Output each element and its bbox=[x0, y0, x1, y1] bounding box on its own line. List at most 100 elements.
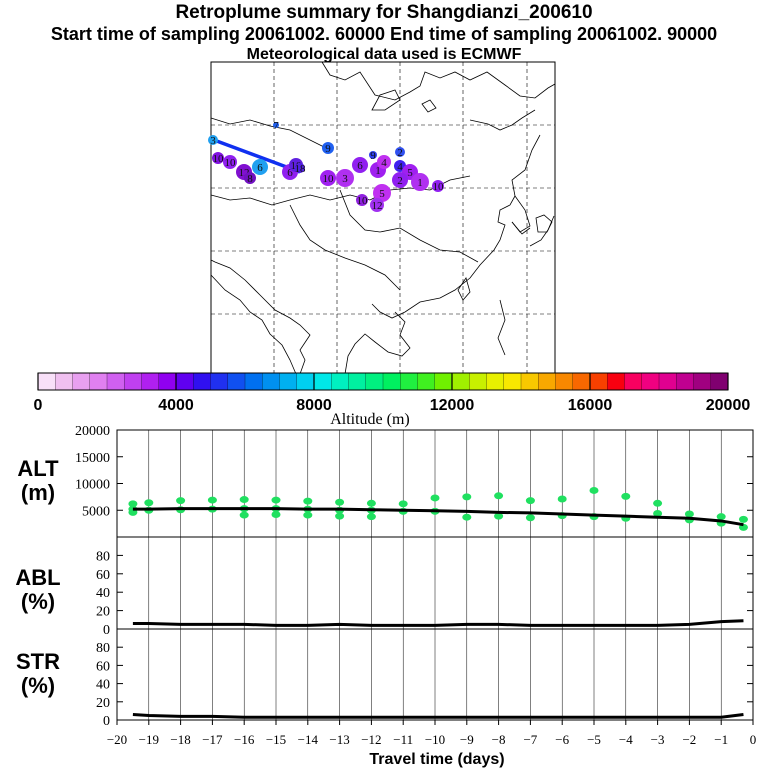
str-panel-y-tick-label: 20 bbox=[96, 696, 110, 711]
colorbar-swatch bbox=[262, 373, 280, 390]
cluster-label: 18 bbox=[295, 163, 307, 175]
colorbar-swatch bbox=[538, 373, 556, 390]
alt-panel-y-tick-label: 10000 bbox=[75, 478, 110, 493]
colorbar-swatch bbox=[331, 373, 349, 390]
str-panel-y-tick-label: 40 bbox=[96, 678, 110, 693]
x-tick-label: −8 bbox=[492, 732, 506, 747]
cluster-marker bbox=[320, 170, 336, 186]
colorbar-swatch bbox=[176, 373, 194, 390]
alt-cluster-point bbox=[366, 513, 376, 521]
alt-cluster-point bbox=[398, 500, 408, 508]
alt-cluster-point bbox=[128, 500, 138, 508]
alt-cluster-point bbox=[716, 513, 726, 521]
colorbar-swatch bbox=[348, 373, 367, 390]
alt-cluster-point bbox=[589, 486, 599, 494]
cluster-markers: 31010128661091036914425121051012187 bbox=[208, 120, 444, 212]
cluster-marker bbox=[369, 151, 377, 159]
colorbar-swatch bbox=[693, 373, 712, 390]
colorbar-swatch bbox=[141, 373, 160, 390]
x-tick-label: −6 bbox=[555, 732, 569, 747]
cluster-marker bbox=[322, 142, 334, 154]
cluster-label: 6 bbox=[257, 162, 263, 174]
colorbar-swatch bbox=[38, 373, 56, 390]
abl-panel-y-tick-label: 80 bbox=[96, 549, 110, 564]
colorbar-tick-label: 12000 bbox=[430, 397, 475, 414]
x-tick-label: −11 bbox=[393, 732, 413, 747]
cluster-marker bbox=[208, 135, 218, 145]
cluster-label: 9 bbox=[370, 150, 376, 162]
colorbar-swatch bbox=[624, 373, 643, 390]
cluster-label: 5 bbox=[379, 188, 385, 200]
alt-cluster-point bbox=[366, 499, 376, 507]
cluster-label: 1 bbox=[375, 165, 381, 177]
cluster-label: 5 bbox=[407, 167, 413, 179]
x-tick-label: −20 bbox=[107, 732, 127, 747]
colorbar-swatch bbox=[452, 373, 470, 390]
cluster-label: 4 bbox=[381, 157, 387, 169]
colorbar-swatch bbox=[158, 373, 177, 390]
x-tick-label: −3 bbox=[651, 732, 665, 747]
str-line bbox=[132, 713, 744, 719]
colorbar-swatch bbox=[193, 373, 211, 390]
colorbar-swatch bbox=[296, 373, 315, 390]
alt-cluster-point bbox=[621, 492, 631, 500]
trajectory-map: 31010128661091036914425121051012187 bbox=[208, 61, 556, 375]
colorbar-swatch bbox=[503, 373, 522, 390]
colorbar-swatch bbox=[607, 373, 625, 390]
colorbar-swatch bbox=[383, 373, 401, 390]
colorbar-swatch bbox=[486, 373, 505, 390]
cluster-label: 2 bbox=[397, 147, 403, 159]
alt-cluster-point bbox=[239, 496, 249, 504]
cluster-marker bbox=[411, 173, 429, 191]
cluster-marker bbox=[392, 172, 408, 188]
alt-cluster-point bbox=[525, 497, 535, 505]
x-tick-label: −19 bbox=[139, 732, 159, 747]
sampling-time-line: Start time of sampling 20061002. 60000 E… bbox=[50, 24, 718, 44]
cluster-label: 7 bbox=[273, 120, 279, 132]
colorbar-border bbox=[37, 372, 729, 391]
x-tick-label: −2 bbox=[682, 732, 696, 747]
alt-cluster-point bbox=[462, 493, 472, 501]
coastlines bbox=[210, 61, 556, 375]
time-series-panels: 5000100001500020000020406080020406080−20… bbox=[75, 424, 756, 747]
str-panel-y-tick-label: 80 bbox=[96, 641, 110, 656]
cluster-label: 2 bbox=[397, 175, 403, 187]
colorbar-swatch bbox=[434, 373, 453, 390]
colorbar-swatch bbox=[245, 373, 263, 390]
abl-line bbox=[132, 619, 744, 627]
alt-cluster-point bbox=[335, 498, 345, 506]
alt-mean-line bbox=[132, 507, 744, 527]
colorbar-swatch bbox=[55, 373, 73, 390]
alt-cluster-point bbox=[557, 495, 567, 503]
alt-cluster-point bbox=[653, 509, 663, 517]
map-grid bbox=[211, 62, 555, 374]
alt-cluster-point bbox=[462, 513, 472, 521]
x-tick-label: −14 bbox=[298, 732, 319, 747]
cluster-marker bbox=[212, 152, 224, 164]
x-axis-label: Travel time (days) bbox=[369, 751, 504, 768]
cluster-label: 6 bbox=[357, 160, 363, 172]
colorbar-swatch bbox=[676, 373, 694, 390]
x-tick-label: −13 bbox=[329, 732, 349, 747]
cluster-label: 12 bbox=[239, 167, 250, 179]
colorbar-swatch bbox=[365, 373, 384, 390]
colorbar-swatch bbox=[572, 373, 591, 390]
cluster-label: 6 bbox=[287, 167, 293, 179]
cluster-marker bbox=[295, 163, 305, 173]
alt-cluster-point bbox=[207, 496, 217, 504]
alt-cluster-point bbox=[430, 494, 440, 502]
colorbar-swatch bbox=[469, 373, 487, 390]
abl-panel-unit: (%) bbox=[21, 589, 55, 614]
alt-cluster-point bbox=[271, 511, 281, 519]
cluster-label: 8 bbox=[247, 173, 253, 185]
cluster-marker bbox=[356, 194, 368, 206]
altitude-colorbar: 0 4000 8000 12000 16000 20000 bbox=[34, 372, 750, 414]
colorbar-swatch bbox=[279, 373, 298, 390]
x-tick-label: −16 bbox=[234, 732, 255, 747]
colorbar-tick-label: 8000 bbox=[296, 397, 332, 414]
alt-cluster-point bbox=[738, 515, 748, 523]
alt-cluster-point bbox=[494, 512, 504, 520]
colorbar-swatch bbox=[417, 373, 436, 390]
x-tick-label: −7 bbox=[523, 732, 537, 747]
alt-cluster-point bbox=[271, 496, 281, 504]
